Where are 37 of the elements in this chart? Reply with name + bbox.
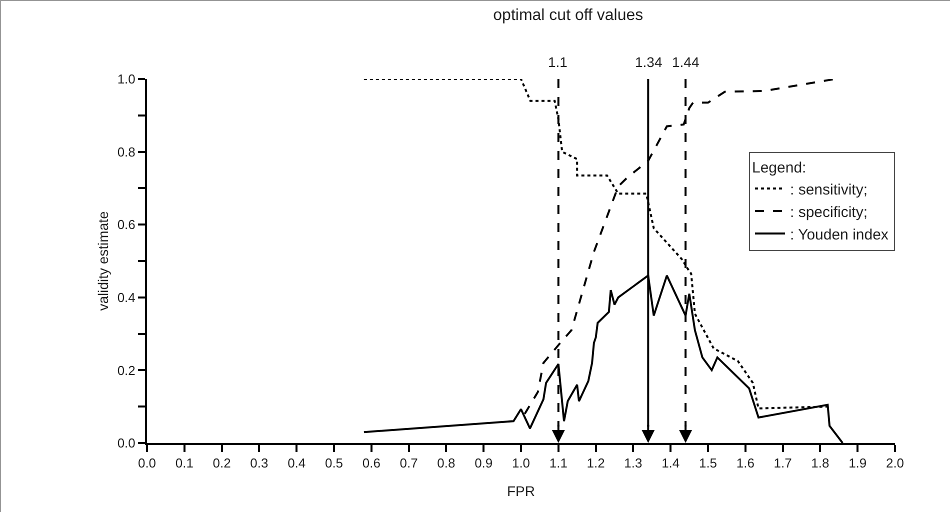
y-tick-label: 0.8 <box>117 144 136 160</box>
y-axis-title: validity estimate <box>95 210 111 311</box>
y-tick-label: 0.0 <box>117 436 136 451</box>
ref-line-label: 1.34 <box>635 54 662 70</box>
x-tick-label: 1.5 <box>698 456 718 471</box>
x-tick-label: 0.6 <box>362 456 380 471</box>
x-tick-label: 1.2 <box>586 456 605 471</box>
x-tick-label: 0.4 <box>288 456 306 471</box>
x-tick-label: 1.4 <box>662 456 680 471</box>
x-tick-label: 0.5 <box>324 456 344 471</box>
ref-line-label: 1.1 <box>548 54 568 70</box>
x-tick-label: 0.7 <box>400 456 418 471</box>
x-tick-label: 1.7 <box>774 456 792 471</box>
legend-title: Legend: <box>752 159 806 176</box>
x-tick-label: 0.1 <box>175 456 194 471</box>
x-tick-label: 1.3 <box>624 456 642 471</box>
x-tick-label: 1.1 <box>549 456 568 471</box>
chart-title: optimal cut off values <box>493 6 644 24</box>
y-tick-label: 0.4 <box>117 290 136 305</box>
y-tick-label: 0.2 <box>117 362 136 378</box>
x-tick-label: 1.6 <box>736 456 754 471</box>
x-tick-label: 0.9 <box>474 456 493 471</box>
x-tick-label: 1.0 <box>512 456 530 471</box>
x-tick-label: 0.0 <box>138 456 156 471</box>
x-tick-label: 1.9 <box>848 456 867 471</box>
y-tick-label: 1.0 <box>117 72 136 87</box>
x-tick-label: 0.8 <box>437 456 456 471</box>
x-tick-label: 1.8 <box>811 456 830 471</box>
legend-label: : Youden index <box>790 226 889 244</box>
y-tick-label: 0.6 <box>117 217 136 232</box>
legend-label: : sensitivity; <box>790 181 868 198</box>
x-axis-title: FPR <box>507 483 535 499</box>
ref-line-label: 1.44 <box>672 54 700 70</box>
legend-label: : specificity; <box>790 204 868 221</box>
x-tick-label: 0.2 <box>212 456 231 471</box>
x-tick-label: 0.3 <box>250 456 268 471</box>
x-tick-label: 2.0 <box>886 456 904 471</box>
